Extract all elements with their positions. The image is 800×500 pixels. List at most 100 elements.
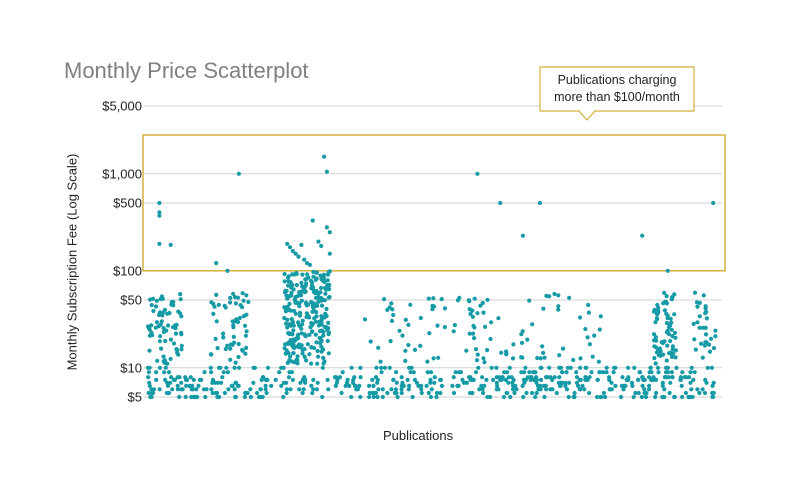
data-point bbox=[292, 337, 297, 342]
data-point bbox=[164, 390, 169, 396]
data-point bbox=[701, 293, 706, 298]
data-point bbox=[310, 390, 315, 396]
data-point bbox=[209, 370, 214, 375]
data-point bbox=[519, 340, 525, 345]
data-point bbox=[300, 348, 305, 353]
data-point bbox=[414, 380, 419, 385]
data-point bbox=[223, 346, 228, 352]
data-point bbox=[405, 377, 410, 382]
data-point bbox=[347, 383, 352, 388]
data-point bbox=[277, 370, 282, 375]
data-point bbox=[296, 332, 301, 337]
data-point bbox=[653, 361, 658, 366]
data-point bbox=[312, 345, 317, 351]
data-point bbox=[604, 365, 609, 370]
data-point bbox=[326, 326, 331, 331]
data-point bbox=[225, 370, 230, 375]
data-point bbox=[558, 383, 563, 388]
data-point bbox=[374, 365, 379, 370]
data-point bbox=[695, 387, 700, 392]
data-point bbox=[711, 380, 716, 385]
data-point bbox=[235, 383, 240, 388]
data-point bbox=[389, 301, 394, 306]
data-point bbox=[480, 375, 485, 380]
data-point bbox=[231, 334, 236, 339]
data-point bbox=[309, 283, 315, 288]
data-point bbox=[240, 348, 245, 353]
data-point bbox=[519, 370, 524, 375]
data-point bbox=[236, 341, 241, 347]
data-point bbox=[209, 387, 214, 392]
data-point bbox=[335, 377, 340, 382]
data-point bbox=[303, 289, 308, 294]
data-point bbox=[654, 312, 660, 317]
data-point bbox=[226, 387, 231, 392]
data-point bbox=[210, 390, 215, 396]
data-point bbox=[428, 380, 433, 385]
data-point bbox=[651, 375, 656, 380]
data-point bbox=[671, 351, 676, 356]
data-point bbox=[435, 323, 440, 328]
data-point bbox=[147, 380, 152, 385]
data-point bbox=[574, 375, 580, 380]
data-point bbox=[282, 271, 287, 277]
data-point bbox=[163, 338, 168, 344]
data-point bbox=[248, 394, 253, 400]
data-point bbox=[147, 365, 152, 370]
data-point bbox=[397, 328, 402, 333]
data-point bbox=[408, 370, 413, 375]
data-point bbox=[705, 365, 710, 370]
data-point bbox=[211, 311, 216, 316]
data-point bbox=[373, 375, 379, 380]
data-point bbox=[222, 390, 227, 396]
data-point bbox=[214, 261, 219, 266]
data-point bbox=[502, 370, 507, 375]
data-point bbox=[689, 365, 694, 370]
data-point bbox=[367, 383, 372, 388]
data-point bbox=[564, 370, 569, 375]
data-point bbox=[636, 377, 641, 382]
data-point bbox=[228, 346, 233, 351]
data-point bbox=[511, 342, 516, 347]
callout-text: more than $100/month bbox=[554, 90, 680, 104]
data-point bbox=[662, 387, 667, 392]
data-point bbox=[668, 323, 673, 328]
data-point bbox=[583, 326, 588, 332]
data-point bbox=[151, 390, 156, 396]
chart-title: Monthly Price Scatterplot bbox=[64, 58, 309, 83]
data-point bbox=[651, 338, 657, 343]
data-point bbox=[643, 394, 649, 400]
data-point bbox=[678, 375, 684, 380]
data-point bbox=[382, 365, 387, 370]
data-point bbox=[327, 294, 332, 300]
data-point bbox=[327, 282, 332, 287]
data-point bbox=[533, 394, 538, 400]
data-point bbox=[292, 272, 297, 277]
data-point bbox=[219, 380, 224, 385]
data-point bbox=[480, 387, 485, 392]
data-point bbox=[327, 230, 332, 235]
data-point bbox=[321, 361, 326, 366]
data-point bbox=[542, 355, 547, 360]
data-point bbox=[429, 370, 434, 375]
data-point bbox=[399, 387, 404, 392]
data-point bbox=[695, 320, 700, 325]
data-point bbox=[311, 387, 316, 392]
data-point bbox=[285, 341, 291, 346]
data-point bbox=[316, 299, 321, 304]
data-point bbox=[248, 387, 253, 392]
data-point bbox=[157, 365, 162, 370]
data-point bbox=[171, 341, 177, 346]
data-point bbox=[231, 291, 236, 296]
data-point bbox=[426, 390, 431, 396]
data-point bbox=[349, 394, 354, 400]
data-point bbox=[578, 315, 583, 320]
data-point bbox=[475, 311, 480, 316]
data-point bbox=[620, 375, 625, 380]
data-point bbox=[475, 352, 480, 357]
data-point bbox=[218, 365, 223, 370]
data-point bbox=[711, 346, 717, 351]
data-point bbox=[674, 365, 679, 370]
data-point bbox=[324, 306, 329, 312]
data-point bbox=[531, 370, 536, 375]
